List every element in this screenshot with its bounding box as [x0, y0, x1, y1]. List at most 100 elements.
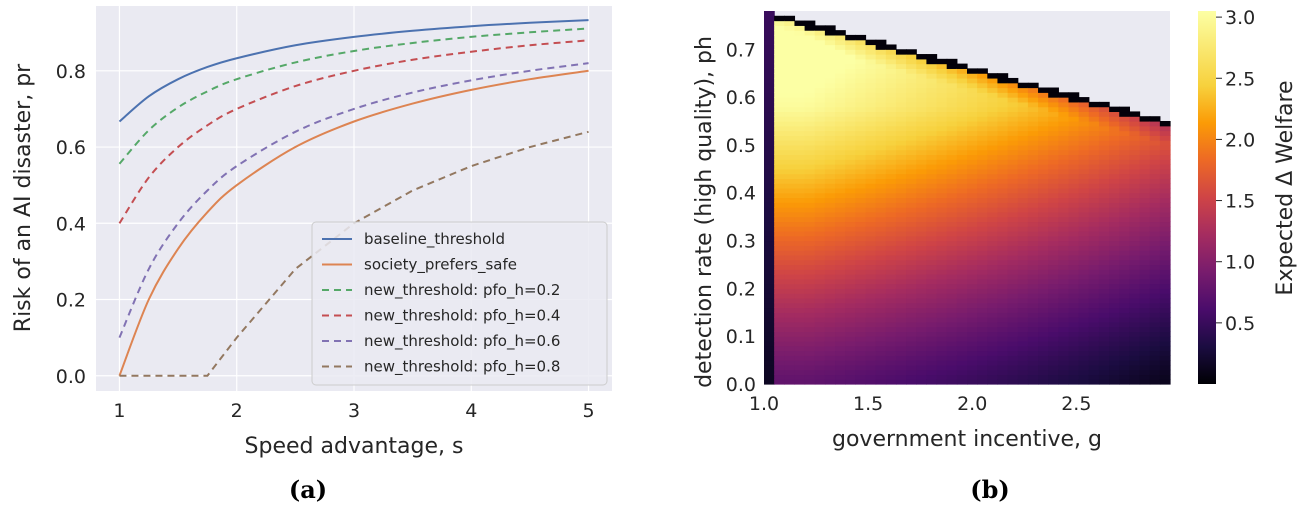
heatmap-cell [855, 111, 867, 117]
heatmap-cell [1149, 202, 1161, 208]
heatmap-cell [764, 73, 775, 79]
heatmap-cell [987, 379, 999, 385]
heatmap-cell [764, 183, 775, 189]
heatmap-cell [1017, 283, 1029, 289]
heatmap-cell [997, 192, 1009, 199]
heatmap-cell [967, 230, 978, 237]
heatmap-cell [865, 101, 877, 108]
heatmap-cell [1129, 135, 1141, 141]
heatmap-cell [946, 369, 958, 376]
heatmap-cell [1027, 168, 1039, 175]
heatmap-cell [926, 159, 938, 165]
heatmap-cell [916, 235, 927, 242]
heatmap-cell [865, 269, 877, 275]
heatmap-cell [1129, 278, 1141, 285]
heatmap-cell [885, 144, 897, 151]
heatmap-cell [1139, 207, 1151, 213]
heatmap-cell [1007, 183, 1019, 189]
heatmap-cell [1017, 312, 1029, 318]
heatmap-cell [906, 293, 917, 299]
heatmap-cell [814, 68, 826, 74]
tick-labels: 1 2 3 4 50.00.20.40.60.8 [56, 61, 595, 422]
heatmap-cell [845, 34, 856, 41]
heatmap-cell [774, 82, 785, 89]
heatmap-cell [1068, 364, 1080, 371]
heatmap-cell [794, 254, 806, 261]
heatmap-cell [926, 312, 938, 318]
heatmap-cell [1068, 350, 1080, 356]
heatmap-cell [824, 173, 836, 179]
heatmap-cell [895, 140, 907, 146]
heatmap-cell [977, 202, 988, 208]
heatmap-cell [875, 97, 887, 103]
heatmap-cell [804, 230, 816, 237]
heatmap-cell [814, 54, 826, 60]
heatmap-cell [774, 54, 785, 60]
heatmap-cell [804, 159, 816, 165]
heatmap-cell [1129, 317, 1141, 323]
heatmap-cell [895, 259, 907, 266]
heatmap-cell [824, 369, 836, 376]
heatmap-cell [835, 30, 846, 36]
heatmap-cell [835, 331, 846, 337]
heatmap-cell [865, 216, 877, 223]
heatmap-cell [895, 125, 907, 132]
heatmap-cell [987, 120, 999, 127]
heatmap-cell [916, 355, 927, 361]
heatmap-cell [824, 49, 836, 55]
heatmap-cell [1098, 312, 1110, 318]
heatmap-cell [1159, 187, 1171, 194]
heatmap-cell [997, 187, 1009, 194]
heatmap-cell [824, 197, 836, 203]
heatmap-cell [956, 250, 968, 256]
heatmap-cell [1129, 340, 1141, 347]
heatmap-cell [835, 202, 846, 208]
heatmap-cell [1068, 197, 1080, 203]
heatmap-cell [1038, 288, 1049, 294]
heatmap-cell [1159, 120, 1171, 127]
heatmap-cell [794, 207, 806, 213]
heatmap-cell [1159, 216, 1171, 223]
heatmap-cell [865, 87, 877, 93]
heatmap-cell [804, 293, 816, 299]
heatmap-cell [814, 82, 826, 89]
heatmap-cell [936, 264, 948, 270]
heatmap-cell [936, 101, 948, 108]
heatmap-cell [956, 259, 968, 266]
heatmap-cell [967, 269, 978, 275]
heatmap-cell [967, 216, 978, 223]
heatmap-cell [814, 178, 826, 184]
heatmap-cell [1068, 207, 1080, 213]
heatmap-cell [784, 135, 796, 141]
heatmap-cell [814, 317, 826, 323]
heatmap-cell [987, 82, 999, 89]
heatmap-cell [845, 149, 856, 156]
heatmap-cell [1109, 125, 1120, 132]
heatmap-cell [774, 321, 785, 328]
heatmap-cell [1139, 302, 1151, 309]
heatmap-cell [794, 374, 806, 380]
heatmap-cell [1007, 374, 1019, 380]
heatmap-cell [764, 340, 775, 347]
heatmap-cell [895, 202, 907, 208]
heatmap-cell [845, 336, 856, 342]
heatmap-cell [804, 25, 816, 31]
heatmap-cell [1038, 364, 1049, 371]
heatmap-cell [956, 274, 968, 280]
heatmap-cell [764, 254, 775, 261]
heatmap-cell [916, 278, 927, 285]
heatmap-cell [764, 235, 775, 242]
heatmap-cell [855, 226, 867, 232]
heatmap-cell [946, 331, 958, 337]
heatmap-cell [1068, 307, 1080, 313]
heatmap-cell [1129, 254, 1141, 261]
heatmap-cell [804, 250, 816, 256]
heatmap-cell [1149, 360, 1161, 366]
heatmap-cell [824, 58, 836, 65]
heatmap-cell [1129, 355, 1141, 361]
heatmap-cell [987, 245, 999, 251]
heatmap-cell [895, 302, 907, 309]
heatmap-cell [1149, 226, 1161, 232]
heatmap-cell [906, 331, 917, 337]
heatmap-cell [824, 116, 836, 122]
